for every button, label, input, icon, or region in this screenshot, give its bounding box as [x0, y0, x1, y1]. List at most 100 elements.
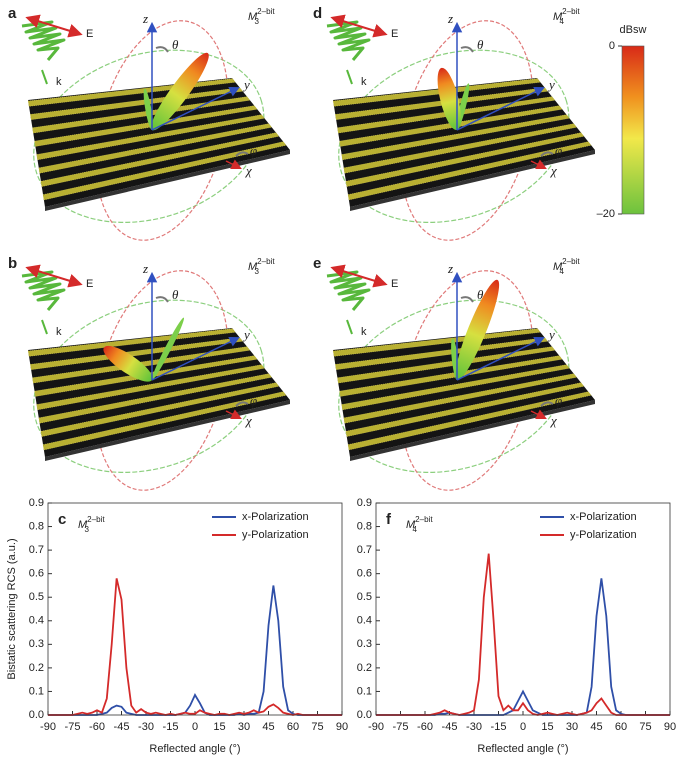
y-axis [456, 86, 545, 131]
model-label: M2–bit 3 [248, 7, 275, 26]
y-tick-label: 0.1 [357, 685, 372, 697]
board-stripe [36, 114, 265, 161]
legend-label: x-Polarization [242, 511, 309, 523]
x-tick-label: -60 [417, 721, 433, 733]
board-stripe [40, 132, 280, 187]
k-label: k [361, 326, 367, 338]
model-sub: 4 [559, 267, 564, 276]
green-orbit [338, 49, 570, 223]
board-stripe [40, 382, 280, 437]
model-label: M2–bit 4 [553, 7, 580, 26]
theta-label: θ [172, 287, 179, 302]
z-label: z [447, 261, 453, 276]
main-lobe [437, 67, 461, 131]
model-base: M [248, 11, 258, 23]
y-tick-label: 0.4 [29, 615, 44, 627]
board-stripe [343, 123, 578, 174]
model-base: M [406, 519, 416, 531]
z-label: z [142, 261, 148, 276]
y-tick-label: 0.4 [357, 615, 372, 627]
k-label: k [56, 326, 62, 338]
chi-axis [225, 159, 242, 169]
phi-label: φ [250, 393, 257, 408]
k-label: k [361, 76, 367, 88]
panel-letter: a [8, 5, 17, 22]
x-tick-label: -30 [466, 721, 482, 733]
y-axis [456, 336, 545, 381]
model-sup: 2–bit [415, 515, 433, 524]
board-stripe [347, 141, 592, 201]
chi-axis [225, 409, 242, 419]
legend-label: x-Polarization [570, 511, 637, 523]
x-axis-title: Reflected angle (°) [477, 743, 568, 755]
main-lobe [455, 279, 500, 381]
colorbar-tick-label: –20 [597, 208, 615, 220]
board-stripe [38, 373, 273, 424]
plot-frame [375, 502, 671, 716]
e-arrow [330, 264, 388, 288]
y-tick-label: 0.3 [29, 638, 44, 650]
model-sup: 2–bit [87, 515, 105, 524]
y-tick-label: 0.8 [29, 520, 44, 532]
green-orbit [33, 299, 265, 473]
y-tick-label: 0.9 [357, 497, 372, 509]
x-tick-label: 60 [287, 721, 299, 733]
chi-label: χ [244, 413, 252, 428]
model-base: M [248, 261, 258, 273]
x-tick-label: -75 [393, 721, 409, 733]
model-label: M2–bit 3 [248, 257, 275, 276]
model-sub: 4 [412, 525, 417, 534]
board-stripe [42, 141, 287, 201]
model-sub: 4 [559, 17, 564, 26]
e-label: E [86, 28, 93, 40]
model-sup: 2–bit [257, 7, 275, 16]
x-tick-label: -45 [114, 721, 130, 733]
phi-label: φ [250, 143, 257, 158]
k-arrow [41, 69, 48, 85]
k-arrow [41, 319, 48, 335]
model-sub: 3 [254, 17, 259, 26]
y-tick-label: 0.2 [357, 662, 372, 674]
theta-arc [155, 296, 169, 303]
board-stripe [27, 328, 236, 357]
y-tick-label: 0.5 [357, 591, 372, 603]
x-tick-label: 45 [262, 721, 274, 733]
minor-lobe [143, 88, 154, 131]
green-orbit [33, 49, 265, 223]
phi-label: φ [555, 143, 562, 158]
board-stripe [337, 346, 556, 384]
panel-letter: c [58, 511, 66, 528]
panel-letter: d [313, 5, 322, 22]
k-label: k [56, 76, 62, 88]
y-tick-label: 0.0 [357, 709, 372, 721]
e-label: E [391, 28, 398, 40]
series-line [376, 578, 670, 716]
board-stripe [343, 373, 578, 424]
x-tick-label: 15 [213, 721, 225, 733]
chi-axis [530, 159, 547, 169]
x-tick-label: 60 [615, 721, 627, 733]
x-tick-label: 45 [590, 721, 602, 733]
plot-frame [47, 502, 343, 716]
y-label: y [547, 77, 555, 92]
y-tick-label: 0.5 [29, 591, 44, 603]
series-line [48, 585, 342, 716]
y-label: y [242, 77, 250, 92]
board-stripe [341, 114, 570, 161]
phi-arc [540, 401, 554, 407]
x-tick-label: -15 [491, 721, 507, 733]
chi-label: χ [244, 163, 252, 178]
model-base: M [78, 519, 88, 531]
y-tick-label: 0.2 [29, 662, 44, 674]
model-sup: 2–bit [562, 257, 580, 266]
k-arrow [346, 319, 353, 335]
model-label: M2–bit 4 [553, 257, 580, 276]
e-arrow [330, 14, 388, 38]
k-arrow [346, 69, 353, 85]
model-base: M [553, 11, 563, 23]
x-tick-label: 75 [311, 721, 323, 733]
panel-letter: f [386, 511, 392, 528]
x-tick-label: -75 [65, 721, 81, 733]
